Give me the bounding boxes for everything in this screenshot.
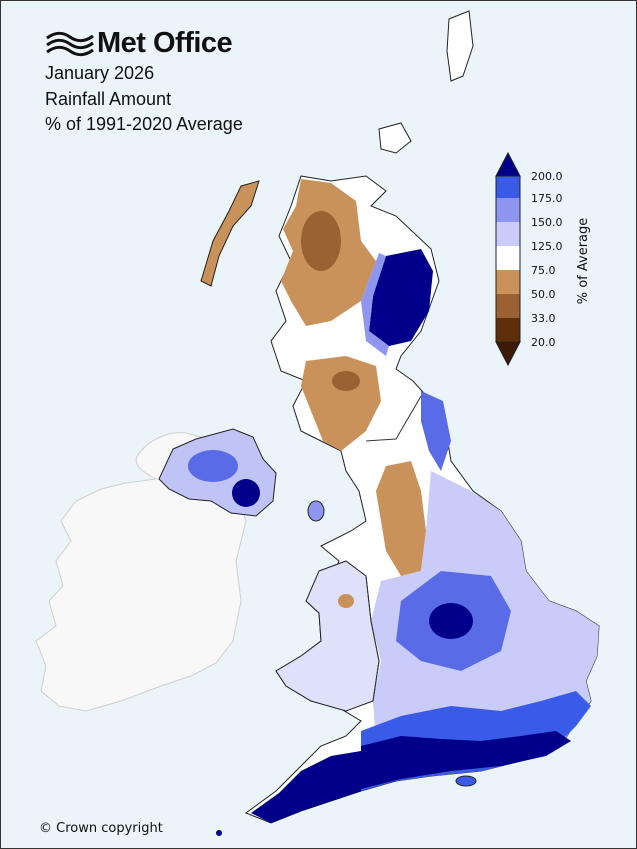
colorbar-tick-125: 125.0 xyxy=(531,240,563,253)
copyright-notice: © Crown copyright xyxy=(39,821,163,836)
scotland-dry-central xyxy=(301,356,381,451)
midlands-very-wet xyxy=(429,603,473,639)
orkney xyxy=(378,122,412,154)
colorbar-top-arrow xyxy=(495,151,521,177)
colorbar-title: % of Average xyxy=(576,218,591,305)
ni-very-wet-area xyxy=(232,479,260,507)
colorbar-swatch-5 xyxy=(496,270,520,294)
wales-england-border xyxy=(365,575,380,702)
wales-dry-patch xyxy=(338,594,354,608)
colorbar-swatch-3 xyxy=(496,222,520,246)
colorbar-tick-200: 200.0 xyxy=(531,170,563,183)
colorbar-tick-50: 50.0 xyxy=(531,288,556,301)
logo-text: Met Office xyxy=(97,27,233,59)
outer-hebrides xyxy=(200,180,260,287)
colorbar-tick-150: 150.0 xyxy=(531,216,563,229)
shetland xyxy=(446,10,474,82)
met-office-waves-icon xyxy=(46,31,94,56)
colorbar: 200.0 175.0 150.0 125.0 75.0 50.0 33.0 2… xyxy=(495,151,591,367)
title-date: January 2026 xyxy=(45,63,155,83)
title-baseline: % of 1991-2020 Average xyxy=(45,114,243,134)
scotland-very-dry-core xyxy=(301,211,341,271)
colorbar-tick-75: 75.0 xyxy=(531,264,556,277)
colorbar-tick-20: 20.0 xyxy=(531,336,556,349)
colorbar-swatch-6 xyxy=(496,294,520,318)
ne-england-wet xyxy=(421,391,451,471)
colorbar-outline xyxy=(495,175,521,343)
colorbar-tick-175: 175.0 xyxy=(531,192,563,205)
title-variable: Rainfall Amount xyxy=(45,89,172,109)
colorbar-swatch-2 xyxy=(496,198,520,222)
central-very-dry xyxy=(332,371,360,391)
southwest-very-wet xyxy=(251,751,361,823)
aberdeenshire-very-wet xyxy=(369,249,433,346)
met-office-logo: Met Office xyxy=(45,27,233,60)
ne-scotland-wet-fringe xyxy=(361,253,389,356)
scotland-england-border xyxy=(365,395,422,442)
colorbar-swatch-7 xyxy=(496,318,520,342)
colorbar-swatch-1 xyxy=(496,176,520,198)
isle-of-man xyxy=(307,500,325,522)
south-coast-very-wet xyxy=(361,731,571,789)
ni-wet-area xyxy=(188,450,238,482)
colorbar-bottom-arrow xyxy=(495,341,521,367)
wales xyxy=(275,560,380,712)
colorbar-swatch-4 xyxy=(496,246,520,270)
isle-of-wight xyxy=(455,775,477,787)
colorbar-tick-33: 33.0 xyxy=(531,312,556,325)
n-england-dry-pennines xyxy=(376,461,426,576)
isles-of-scilly xyxy=(216,830,222,836)
